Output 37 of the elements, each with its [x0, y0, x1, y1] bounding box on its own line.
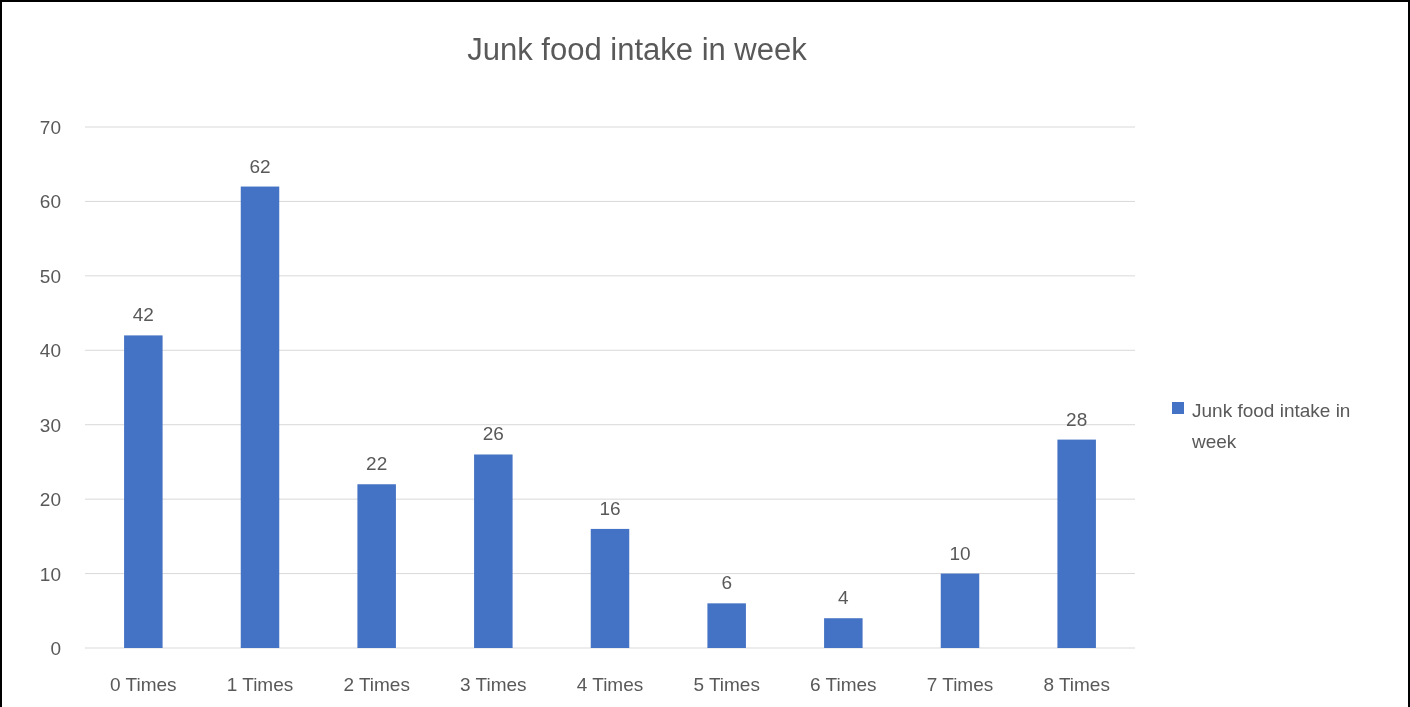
data-label: 42 — [132, 304, 154, 326]
bar — [590, 528, 630, 648]
y-tick-label: 60 — [39, 191, 61, 213]
y-tick-label: 20 — [39, 489, 61, 511]
x-tick-label: 6 Times — [810, 674, 877, 695]
data-label: 10 — [949, 542, 971, 564]
bar — [824, 618, 863, 648]
bar — [940, 573, 980, 648]
bar — [357, 484, 396, 648]
bar — [124, 335, 163, 648]
data-label: 4 — [838, 587, 850, 609]
y-tick-label: 0 — [50, 638, 61, 659]
bar — [240, 186, 280, 648]
x-tick-label: 1 Times — [226, 674, 294, 695]
bar — [474, 454, 513, 648]
x-tick-label: 0 Times — [110, 674, 177, 695]
legend-label: Junk food intake in week — [1191, 400, 1351, 452]
y-tick-label: 70 — [39, 117, 61, 138]
y-tick-label: 30 — [39, 414, 61, 436]
chart-title: Junk food intake in week — [467, 32, 808, 67]
data-label: 26 — [482, 423, 504, 445]
data-label: 22 — [366, 453, 388, 475]
x-tick-label: 4 Times — [576, 674, 644, 695]
data-label: 16 — [599, 497, 621, 519]
y-tick-label: 50 — [39, 265, 61, 287]
x-tick-label: 3 Times — [460, 674, 527, 695]
data-label: 28 — [1066, 408, 1088, 430]
data-label: 62 — [249, 155, 271, 177]
x-tick-label: 8 Times — [1043, 674, 1110, 695]
x-tick-label: 2 Times — [343, 674, 410, 695]
x-tick-label: 7 Times — [926, 674, 994, 695]
bar — [707, 603, 746, 648]
data-label: 6 — [721, 572, 732, 594]
y-tick-label: 10 — [39, 563, 61, 585]
bar — [1057, 439, 1096, 648]
x-tick-label: 5 Times — [693, 674, 760, 695]
y-tick-label: 40 — [39, 340, 61, 362]
